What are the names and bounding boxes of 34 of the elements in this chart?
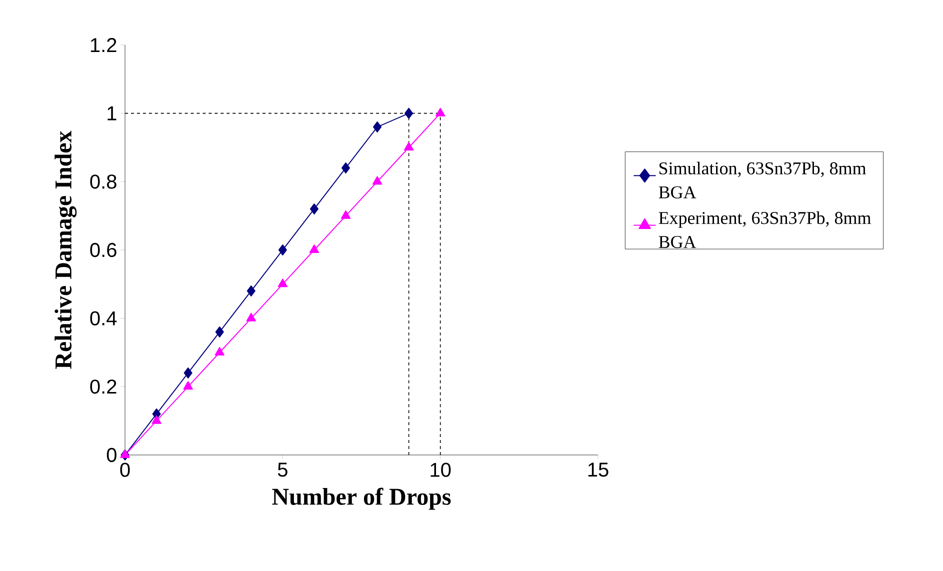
x-tick-label: 0 bbox=[120, 462, 130, 477]
x-tick-label: 5 bbox=[278, 462, 288, 477]
legend-label: Simulation, 63Sn37Pb, 8mm BGA bbox=[658, 162, 866, 198]
point bbox=[152, 415, 162, 424]
y-tick-label: 0.4 bbox=[90, 311, 117, 326]
y-tick-label: 0 bbox=[106, 448, 116, 462]
x-tick-label: 15 bbox=[588, 462, 608, 477]
point bbox=[214, 346, 224, 356]
point bbox=[373, 121, 382, 132]
point bbox=[246, 285, 256, 296]
point bbox=[341, 162, 350, 174]
y-axis-title: Relative Damage Index bbox=[54, 130, 77, 369]
y-tick-label: 1.2 bbox=[90, 38, 116, 52]
y-tick-label: 0.8 bbox=[90, 174, 116, 189]
point bbox=[436, 108, 446, 116]
point bbox=[340, 210, 351, 219]
point bbox=[183, 381, 193, 390]
y-tick-label: 0.6 bbox=[90, 242, 116, 258]
x-axis-title: Number of Drops bbox=[272, 488, 451, 510]
point bbox=[310, 203, 318, 214]
point bbox=[184, 367, 192, 378]
point bbox=[215, 326, 224, 338]
point bbox=[278, 278, 288, 288]
point bbox=[404, 108, 414, 119]
point bbox=[404, 142, 414, 150]
point bbox=[372, 176, 382, 185]
point bbox=[278, 244, 287, 256]
x-tick-label: 10 bbox=[430, 462, 451, 477]
point bbox=[309, 244, 320, 253]
y-tick-label: 1 bbox=[108, 106, 116, 120]
legend-label: Experiment, 63Sn37Pb, 8mm BGA bbox=[658, 211, 871, 248]
point bbox=[246, 312, 256, 322]
point bbox=[120, 449, 130, 458]
y-tick-label: 0.2 bbox=[90, 380, 116, 394]
